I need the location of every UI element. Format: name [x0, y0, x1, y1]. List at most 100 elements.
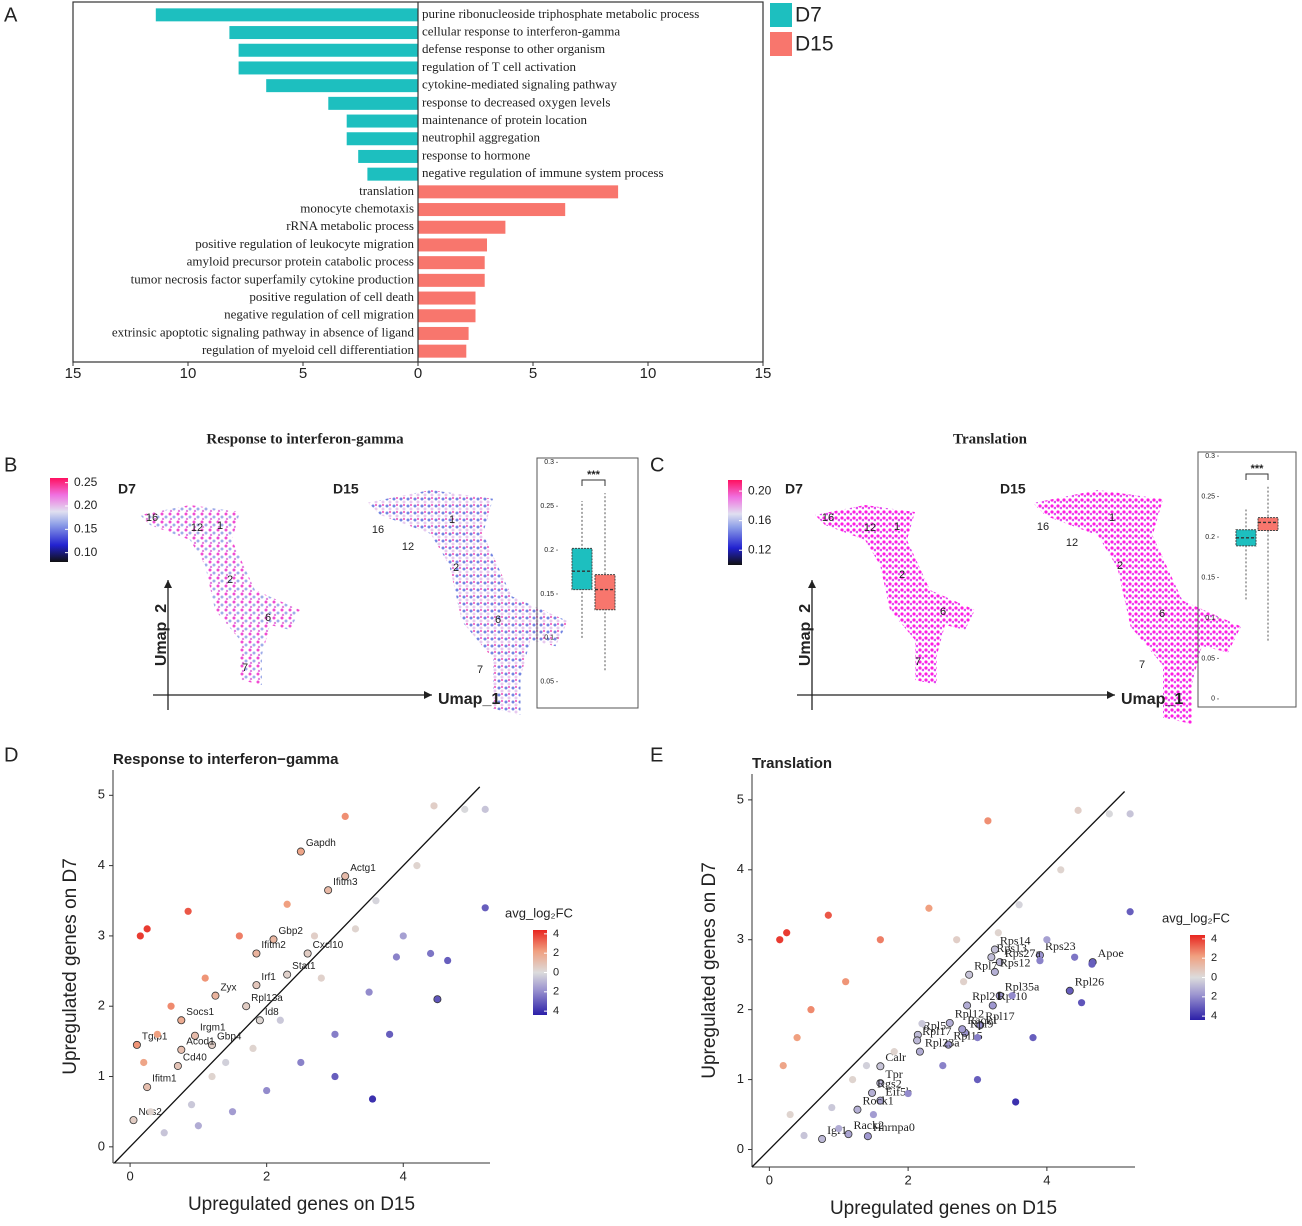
cluster-label: 2: [899, 569, 905, 581]
box-frame: [1197, 451, 1297, 708]
point: [1088, 960, 1096, 968]
bar: [418, 291, 476, 305]
gene-label: Rpl12: [955, 1007, 984, 1021]
cluster-label: 12: [1066, 537, 1078, 549]
bar: [358, 149, 418, 163]
colorbar: [533, 930, 547, 1015]
point: [995, 991, 1004, 1000]
category-label: tumor necrosis factor superfamily cytoki…: [131, 271, 415, 286]
point: [828, 1103, 836, 1112]
point: [255, 1016, 264, 1025]
cluster-label: 7: [477, 664, 483, 676]
colorbar: [728, 480, 742, 565]
point: [297, 1058, 305, 1067]
point: [876, 1062, 885, 1071]
colorbar-label: 0.25: [74, 475, 98, 489]
legend-title: avg_log₂FC: [1162, 910, 1230, 925]
cluster-label: 6: [265, 612, 271, 624]
y-tick-label: 1: [737, 1071, 744, 1086]
y-axis-label: Upregulated genes on D7: [60, 858, 81, 1075]
point: [783, 929, 791, 937]
category-label: regulation of myeloid cell differentiati…: [202, 342, 415, 357]
point: [988, 1001, 997, 1010]
point: [444, 956, 452, 965]
panel-title: Response to interferon-gamma: [206, 431, 404, 447]
point: [1126, 810, 1134, 818]
point: [143, 1083, 152, 1092]
point: [776, 936, 784, 944]
panel-title: Translation: [752, 755, 832, 772]
panel-title: Translation: [953, 431, 1028, 447]
colorbar-label: 4: [1211, 933, 1217, 945]
point: [800, 1131, 808, 1140]
cluster-label: 6: [940, 606, 946, 618]
y-tick-label: 0.05: [540, 679, 554, 686]
point: [331, 1030, 339, 1038]
y-tick-label: 4: [737, 861, 744, 876]
point: [222, 1058, 230, 1067]
point: [863, 1132, 872, 1141]
gene-label: Zyx: [220, 982, 236, 993]
legend-swatch: [770, 32, 792, 56]
colorbar-label: 0.20: [74, 498, 98, 512]
category-label: positive regulation of leukocyte migrati…: [195, 236, 414, 251]
gene-label: Tpr: [885, 1067, 902, 1081]
point: [310, 932, 319, 940]
y-tick-label: 4: [98, 857, 105, 872]
point: [433, 995, 442, 1004]
x-tick-label: 10: [180, 365, 197, 382]
y-tick-label: 5: [98, 787, 105, 802]
colorbar-label: 2: [1211, 952, 1217, 964]
bar: [418, 326, 469, 340]
category-label: translation: [359, 183, 414, 198]
y-tick-label: 0.25: [1201, 493, 1215, 500]
point: [793, 1034, 801, 1042]
point: [1012, 1098, 1020, 1106]
point: [324, 886, 333, 895]
point: [849, 1075, 857, 1084]
colorbar-label: 0.16: [748, 513, 772, 527]
point: [869, 1110, 878, 1119]
gene-label: Rock1: [862, 1093, 893, 1107]
cluster-label: 6: [495, 614, 501, 626]
bar: [328, 96, 418, 110]
point: [987, 953, 996, 962]
point: [925, 904, 933, 912]
x-axis-label: Umap_1: [438, 691, 500, 708]
point: [1065, 986, 1074, 995]
point: [963, 1001, 972, 1010]
point: [211, 991, 220, 1000]
category-label: extrinsic apoptotic signaling pathway in…: [112, 324, 415, 339]
gene-label: Acod1: [186, 1036, 215, 1047]
x-tick-label: 15: [65, 365, 82, 382]
point: [187, 1101, 196, 1109]
x-tick-label: 5: [529, 365, 537, 382]
point: [944, 1040, 953, 1049]
significance-bracket: [1245, 473, 1269, 480]
colorbar-label: 4: [553, 928, 559, 940]
gene-label: Tgtp1: [142, 1032, 168, 1043]
umap-cloud: [815, 505, 975, 685]
point: [242, 1002, 251, 1011]
point: [190, 1031, 199, 1040]
point: [365, 988, 373, 996]
colorbar-label: 2: [553, 986, 559, 998]
arrow-head: [1107, 691, 1115, 699]
x-axis-label: Upregulated genes on D15: [188, 1194, 415, 1215]
panel-letter: A: [4, 4, 18, 26]
y-tick-label: 3: [737, 931, 744, 946]
gene-label: Calr: [885, 1050, 906, 1064]
point: [167, 1002, 175, 1010]
point: [184, 907, 192, 915]
significance: ***: [1251, 463, 1265, 475]
point: [140, 1058, 148, 1067]
gene-label: Rps23: [1045, 939, 1076, 953]
gene-label: Rpl26: [1075, 975, 1104, 989]
point: [1105, 810, 1113, 818]
point: [807, 1006, 815, 1014]
cluster-label: 12: [864, 522, 876, 534]
gene-label: Irf1: [261, 972, 276, 983]
y-tick-label: 5: [737, 791, 744, 806]
panel-letter: B: [4, 454, 17, 476]
point: [249, 1044, 257, 1053]
